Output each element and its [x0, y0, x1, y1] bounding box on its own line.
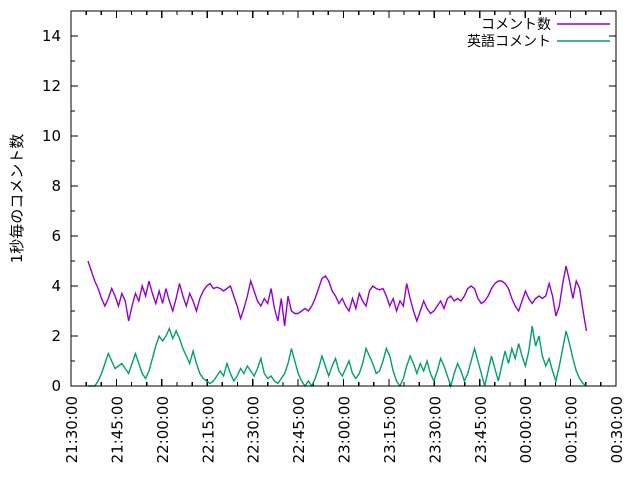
- series-line-1: [87, 260, 588, 332]
- x-tick-label: 23:15:00: [381, 396, 399, 463]
- plot-border: [70, 10, 617, 387]
- y-tick-label: 12: [42, 77, 61, 95]
- legend-label-2: 英語コメント: [467, 33, 551, 50]
- y-axis-title-text: 1秒毎のコメント数: [8, 134, 26, 264]
- x-tick-label: 23:45:00: [472, 396, 490, 463]
- x-tick-label: 00:15:00: [563, 396, 581, 463]
- x-tick-label: 22:00:00: [154, 396, 172, 463]
- x-axis-tick-labels: 21:30:00 21:45:00 22:00:00 22:15:00 22:30:00…: [63, 396, 626, 463]
- y-tick-label: 8: [51, 177, 61, 195]
- y-axis-title: 1秒毎のコメント数: [8, 134, 26, 264]
- y-tick-label: 14: [42, 27, 61, 45]
- series-line-2: [87, 325, 587, 389]
- y-axis-tick-labels: 0 2 4 6 8 10 12 14: [42, 27, 61, 395]
- x-tick-label: 23:30:00: [426, 396, 444, 463]
- x-tick-label: 21:30:00: [63, 396, 81, 463]
- x-tick-label: 22:45:00: [290, 396, 308, 463]
- x-tick-label: 00:00:00: [517, 396, 535, 463]
- x-tick-label: 22:15:00: [199, 396, 217, 463]
- x-tick-label: 22:30:00: [245, 396, 263, 463]
- series-lines: [87, 260, 588, 389]
- y-tick-label: 2: [51, 327, 61, 345]
- x-tick-label: 23:00:00: [336, 396, 354, 463]
- y-tick-label: 10: [42, 127, 61, 145]
- y-tick-label: 6: [51, 227, 61, 245]
- y-tick-label: 0: [51, 377, 61, 395]
- axis-ticks: [70, 11, 617, 387]
- x-tick-label: 00:30:00: [608, 396, 626, 463]
- x-tick-label: 21:45:00: [108, 396, 126, 463]
- legend-label-1: コメント数: [481, 17, 551, 33]
- y-tick-label: 4: [51, 277, 61, 295]
